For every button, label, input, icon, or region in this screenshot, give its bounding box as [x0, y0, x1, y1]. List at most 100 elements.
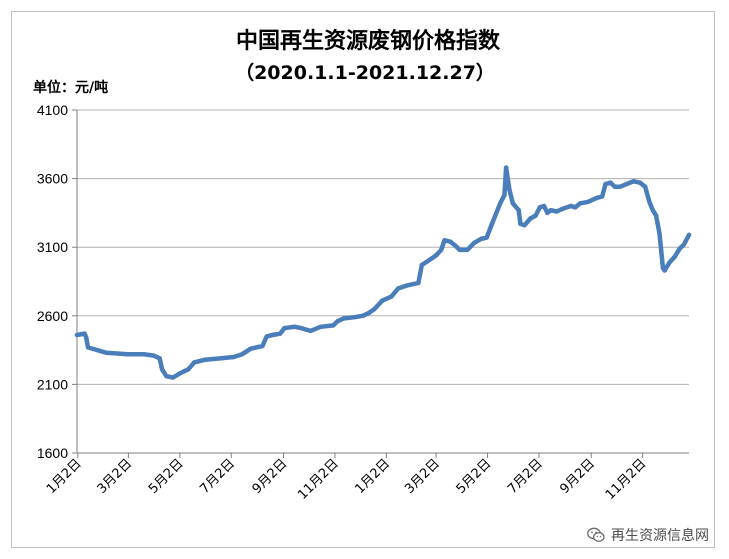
- chart-frame: [11, 11, 715, 548]
- data-point-72: [573, 205, 578, 210]
- data-point-30: [331, 323, 336, 328]
- data-point-29: [318, 324, 323, 329]
- data-point-58: [507, 187, 512, 192]
- data-point-33: [352, 315, 357, 320]
- y-axis-ticks: 1600 2100 2600 3100 3600 4100: [37, 102, 77, 461]
- data-point-51: [471, 240, 477, 246]
- data-point-73: [578, 201, 583, 206]
- data-point-71: [568, 203, 574, 209]
- data-point-31: [335, 319, 340, 324]
- data-point-6: [125, 352, 130, 357]
- y-tick-label-2100: 2100: [37, 376, 68, 392]
- data-point-55: [498, 201, 503, 206]
- data-point-63: [528, 216, 533, 221]
- data-point-76: [600, 194, 605, 199]
- data-point-8: [151, 353, 156, 358]
- data-point-67: [545, 210, 550, 216]
- data-point-12: [170, 375, 176, 380]
- data-point-56: [502, 192, 507, 198]
- data-point-22: [264, 334, 269, 339]
- data-point-40: [404, 283, 409, 288]
- data-point-75: [594, 195, 600, 200]
- y-tick-label-1600: 1600: [37, 445, 68, 461]
- data-point-59: [510, 201, 515, 206]
- data-point-44: [433, 253, 439, 258]
- y-tick-label-3600: 3600: [37, 171, 68, 187]
- x-tick-label-9: 7月2日: [505, 456, 546, 497]
- x-tick-label-7: 3月2日: [402, 456, 443, 497]
- data-point-68: [548, 208, 553, 213]
- wechat-icon: [587, 527, 605, 542]
- data-point-50: [465, 247, 470, 253]
- data-point-47: [448, 239, 453, 244]
- data-point-25: [282, 325, 287, 331]
- data-point-20: [248, 346, 253, 351]
- x-tick-label-2: 5月2日: [146, 456, 187, 497]
- data-point-91: [667, 260, 672, 265]
- data-point-28: [308, 328, 313, 334]
- data-point-90: [662, 268, 667, 273]
- data-point-85: [647, 199, 652, 205]
- x-tick-label-10: 9月2日: [557, 456, 598, 497]
- x-tick-label-4: 9月2日: [250, 456, 291, 497]
- data-point-26: [292, 324, 297, 329]
- data-point-92: [672, 254, 677, 259]
- axes: [76, 110, 689, 454]
- data-point-61: [518, 221, 523, 227]
- data-point-3: [85, 345, 91, 350]
- data-point-37: [380, 298, 385, 303]
- data-point-27: [299, 325, 304, 331]
- data-point-19: [240, 352, 245, 357]
- data-point-88: [657, 231, 662, 236]
- x-axis-ticks: 1月2日 3月2日 5月2日 7月2日 9月2日 11月2日 1月2日 3月2日 5月2日 7月2…: [44, 453, 649, 503]
- data-point-9: [157, 356, 162, 361]
- chart-subtitle: （2020.1.1-2021.12.27）: [235, 61, 495, 84]
- data-point-52: [478, 236, 483, 242]
- y-tick-label-4100: 4100: [37, 102, 68, 118]
- data-point-36: [372, 306, 377, 312]
- data-point-17: [218, 356, 224, 361]
- data-point-48: [453, 243, 458, 248]
- watermark-text: 再生资源信息网: [611, 528, 709, 544]
- data-point-64: [533, 213, 538, 218]
- data-point-11: [164, 374, 169, 379]
- data-point-34: [360, 313, 365, 318]
- gridlines: [77, 109, 689, 385]
- data-point-77: [603, 181, 608, 187]
- data-point-93: [677, 246, 682, 251]
- series-group: [74, 165, 692, 380]
- x-tick-label-3: 7月2日: [197, 456, 238, 497]
- data-point-10: [159, 367, 165, 372]
- data-point-7: [141, 352, 146, 357]
- data-point-87: [653, 213, 659, 218]
- data-point-1: [82, 331, 87, 336]
- data-point-42: [419, 262, 424, 268]
- data-point-95: [686, 232, 692, 238]
- data-point-21: [260, 343, 265, 349]
- x-tick-label-0: 1月2日: [44, 456, 85, 497]
- data-point-62: [522, 223, 527, 228]
- data-point-81: [624, 181, 629, 187]
- data-point-38: [389, 294, 394, 299]
- data-point-74: [585, 199, 590, 205]
- data-point-84: [643, 184, 648, 189]
- unit-label: 单位：元/吨: [33, 79, 108, 96]
- x-tick-label-6: 1月2日: [353, 456, 394, 497]
- data-point-0: [74, 332, 80, 338]
- data-point-54: [488, 224, 494, 229]
- x-tick-label-11: 11月2日: [603, 456, 650, 503]
- data-point-66: [541, 203, 547, 209]
- data-point-49: [457, 247, 462, 253]
- data-point-41: [416, 280, 421, 286]
- data-point-69: [554, 209, 559, 214]
- x-tick-label-5: 11月2日: [295, 456, 342, 503]
- data-point-46: [442, 238, 447, 243]
- data-point-15: [192, 360, 197, 365]
- data-point-24: [278, 331, 283, 336]
- data-point-45: [439, 247, 444, 253]
- data-point-65: [537, 205, 542, 210]
- data-point-18: [231, 354, 236, 360]
- data-point-94: [681, 242, 687, 247]
- x-tick-label-8: 5月2日: [454, 456, 495, 497]
- watermark: 再生资源信息网: [587, 525, 709, 545]
